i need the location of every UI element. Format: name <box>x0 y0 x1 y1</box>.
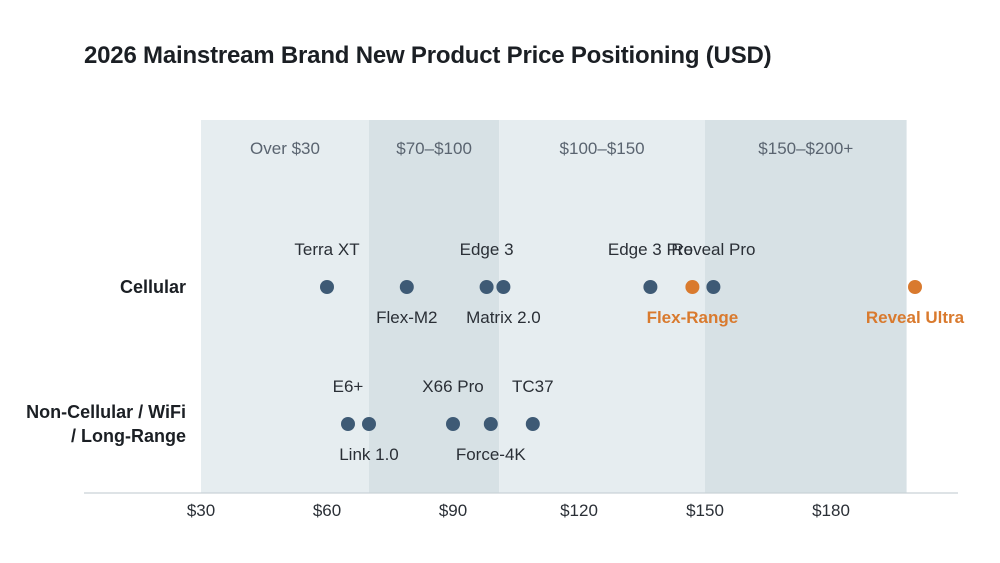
data-point-label: Edge 3 Pro <box>608 240 693 259</box>
price-band <box>705 120 907 493</box>
x-tick-label: $60 <box>313 501 341 520</box>
data-point-label: Reveal Ultra <box>866 308 965 327</box>
data-point <box>446 417 460 431</box>
data-points: Terra XT Flex-M2 Edge 3 Matrix 2.0 Edge 3 Pr… <box>294 240 964 464</box>
data-point <box>908 280 922 294</box>
data-point-label: E6+ <box>333 377 364 396</box>
data-point-label: Edge 3 <box>460 240 514 259</box>
data-point <box>525 417 540 431</box>
data-point <box>399 280 414 294</box>
data-point-label: Link 1.0 <box>339 445 399 464</box>
price-band <box>369 120 500 493</box>
data-point <box>362 417 376 431</box>
data-point-label: Flex-Range <box>647 308 739 327</box>
data-point <box>320 280 334 294</box>
price-band-label: $100–$150 <box>560 139 645 158</box>
data-point <box>496 280 511 294</box>
x-tick-label: $120 <box>560 501 598 520</box>
chart-title: 2026 Mainstream Brand New Product Price … <box>84 42 772 69</box>
row-label: / Long-Range <box>71 426 186 446</box>
price-band-label: $70–$100 <box>396 139 472 158</box>
price-band <box>201 120 369 493</box>
data-point-label: Reveal Pro <box>671 240 755 259</box>
x-tick-label: $150 <box>686 501 724 520</box>
data-point-label: Terra XT <box>294 240 359 259</box>
x-tick-label: $30 <box>187 501 215 520</box>
data-point-label: Matrix 2.0 <box>466 308 541 327</box>
x-axis-ticks: $30 $60 $90 $120 $150 $180 <box>187 501 850 520</box>
data-point <box>483 417 498 431</box>
x-tick-label: $180 <box>812 501 850 520</box>
x-tick-label: $90 <box>439 501 467 520</box>
data-point <box>341 417 355 431</box>
data-point <box>479 280 494 294</box>
data-point <box>685 280 700 294</box>
price-band-label: Over $30 <box>250 139 320 158</box>
data-point <box>643 280 658 294</box>
data-point-label: X66 Pro <box>422 377 483 396</box>
price-band-label: $150–$200+ <box>758 139 853 158</box>
row-label: Non-Cellular / WiFi <box>26 402 186 422</box>
price-bands: Over $30 $70–$100 $100–$150 $150–$200+ <box>201 120 907 493</box>
data-point-label: Force-4K <box>456 445 527 464</box>
data-point-label: Flex-M2 <box>376 308 437 327</box>
data-point-label: TC37 <box>512 377 554 396</box>
row-labels: Cellular Non-Cellular / WiFi / Long-Range <box>26 277 186 446</box>
data-point <box>706 280 721 294</box>
row-label: Cellular <box>120 277 186 297</box>
price-band <box>499 120 705 493</box>
